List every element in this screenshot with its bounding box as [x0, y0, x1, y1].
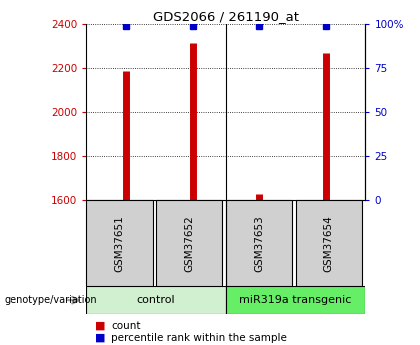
- Text: GSM37652: GSM37652: [184, 215, 194, 272]
- Text: GSM37651: GSM37651: [114, 215, 124, 272]
- Text: GSM37653: GSM37653: [254, 215, 264, 272]
- Text: control: control: [136, 295, 175, 305]
- Title: GDS2066 / 261190_at: GDS2066 / 261190_at: [153, 10, 299, 23]
- Text: miR319a transgenic: miR319a transgenic: [239, 295, 352, 305]
- Text: ■: ■: [94, 333, 105, 343]
- Text: count: count: [111, 321, 141, 331]
- Bar: [156, 200, 223, 286]
- Bar: [226, 200, 292, 286]
- Text: GSM37654: GSM37654: [324, 215, 334, 272]
- Bar: [86, 286, 226, 314]
- Bar: [296, 200, 362, 286]
- Text: percentile rank within the sample: percentile rank within the sample: [111, 333, 287, 343]
- Text: ■: ■: [94, 321, 105, 331]
- Text: genotype/variation: genotype/variation: [4, 295, 97, 305]
- Bar: [86, 200, 152, 286]
- Bar: [226, 286, 365, 314]
